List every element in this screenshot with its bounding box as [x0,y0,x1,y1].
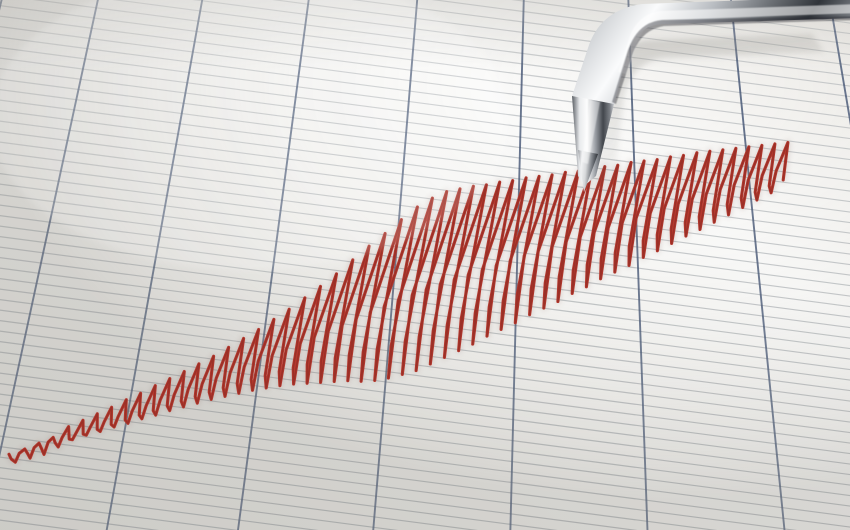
stylus-highlight-upper [618,4,850,74]
seismic-trace-group [6,140,791,465]
seismic-trace-core [8,141,789,463]
paper-glare [0,0,510,270]
stylus-highlight-shank [582,100,600,164]
stylus-arm-shadow [586,34,824,196]
stylus-assembly [572,0,850,196]
